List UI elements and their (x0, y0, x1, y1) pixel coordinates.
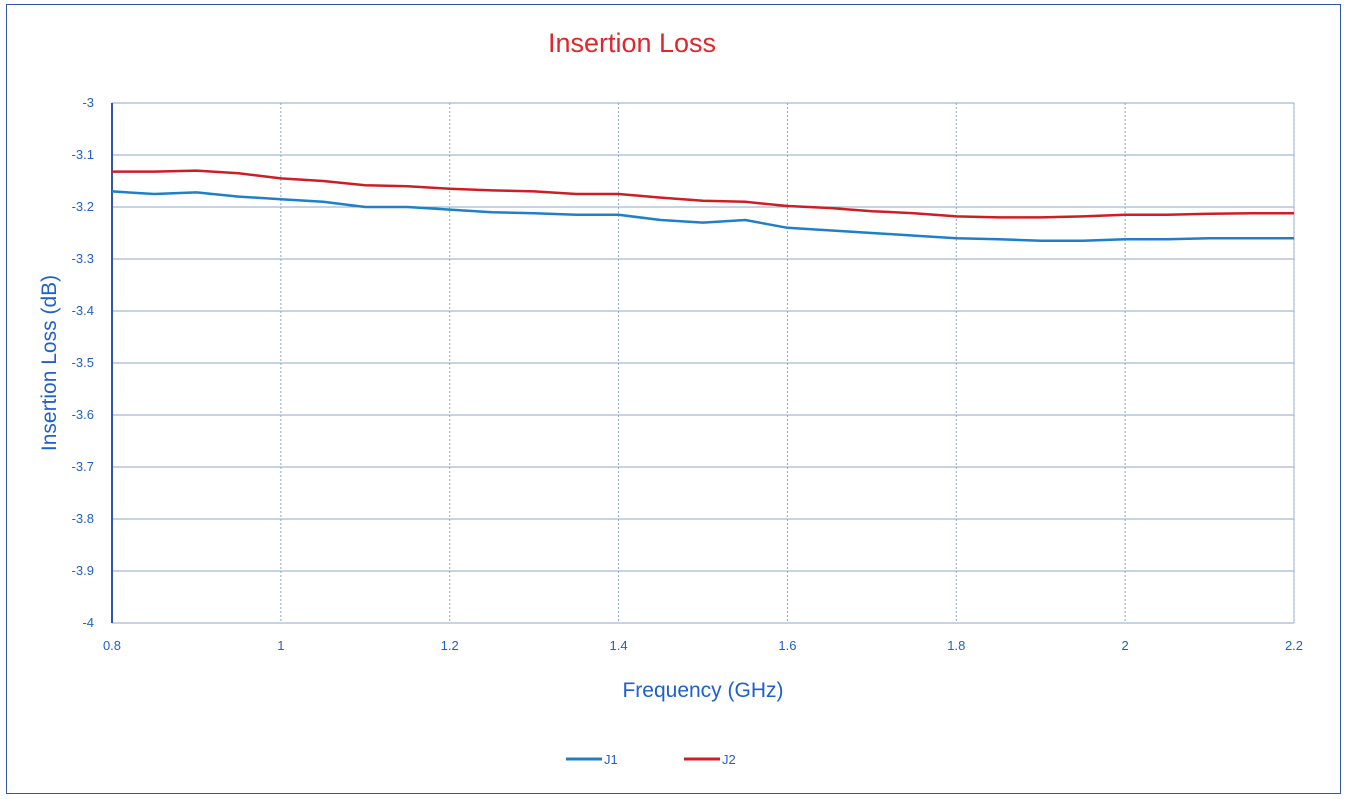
y-tick-label: -3.9 (72, 563, 94, 578)
x-tick-label: 1.4 (610, 638, 628, 653)
y-tick-label: -3.8 (72, 511, 94, 526)
y-tick-label: -3.6 (72, 407, 94, 422)
y-tick-label: -3.2 (72, 199, 94, 214)
x-tick-label: 1.8 (947, 638, 965, 653)
series-line-j1 (111, 190, 1294, 243)
legend-label-j2: J2 (722, 752, 736, 767)
y-tick-label: -3.1 (72, 147, 94, 162)
x-tick-label: 2.2 (1285, 638, 1303, 653)
y-axis-label: Insertion Loss (dB) (38, 275, 61, 451)
legend-label-j1: J1 (604, 752, 618, 767)
y-tick-label: -3 (82, 95, 94, 110)
legend: J1 J2 (566, 752, 736, 767)
x-tick-label: 2 (1122, 638, 1129, 653)
x-tick-label: 1 (277, 638, 284, 653)
y-tick-label: -4 (82, 615, 94, 630)
x-axis-label: Frequency (GHz) (622, 679, 783, 702)
tick-labels: -3 -3.1 -3.2 -3.3 -3.4 -3.5 -3.6 -3.7 -3.8 -3.9 -4… (72, 95, 1303, 653)
x-tick-label: 0.8 (103, 638, 121, 653)
y-tick-label: -3.5 (72, 355, 94, 370)
y-tick-label: -3.7 (72, 459, 94, 474)
gridlines (111, 102, 1295, 624)
series-lines (111, 169, 1294, 243)
y-tick-label: -3.4 (72, 303, 94, 318)
chart-title: Insertion Loss (548, 28, 716, 58)
x-tick-label: 1.6 (778, 638, 796, 653)
y-tick-label: -3.3 (72, 251, 94, 266)
x-tick-label: 1.2 (441, 638, 459, 653)
series-line-j2 (112, 169, 1294, 219)
